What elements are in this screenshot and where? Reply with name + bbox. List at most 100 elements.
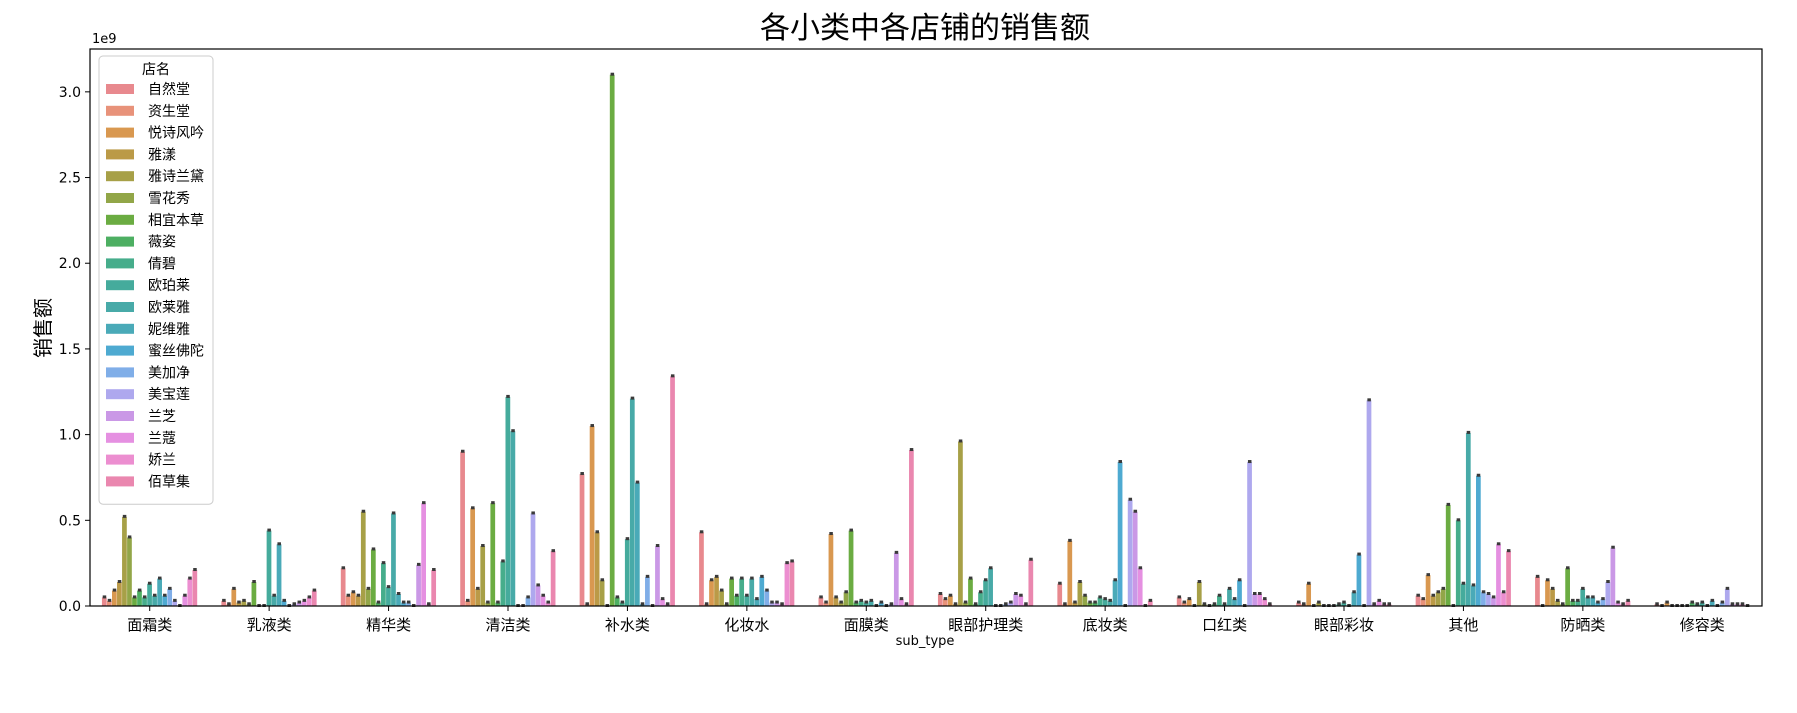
error-bar-cap: [1665, 600, 1669, 604]
error-bar-cap: [948, 593, 953, 597]
error-bar-cap: [312, 588, 317, 592]
error-bar-cap: [546, 600, 550, 604]
bar: [734, 595, 740, 606]
bar: [609, 74, 615, 606]
error-bar-cap: [620, 600, 625, 604]
legend-swatch: [106, 302, 134, 312]
error-bar-cap: [1133, 509, 1138, 513]
error-bar-cap: [595, 530, 600, 534]
error-bar-cap: [471, 506, 475, 510]
error-bar-cap: [655, 544, 660, 548]
legend-entry: 雪花秀: [148, 191, 190, 207]
error-bar-cap: [1655, 602, 1659, 606]
legend-swatch: [106, 367, 134, 378]
error-bar-cap: [640, 602, 645, 606]
error-bar-cap: [894, 550, 899, 554]
bar: [365, 588, 371, 606]
error-bar-cap: [1461, 581, 1466, 585]
legend-entry: 兰蔻: [148, 431, 176, 447]
bar: [490, 503, 496, 606]
bar: [1625, 600, 1631, 606]
bar: [1590, 597, 1596, 606]
bar: [843, 592, 849, 606]
error-bar-cap: [1187, 597, 1192, 601]
legend-swatch: [106, 214, 134, 225]
bar: [137, 590, 142, 606]
error-bar-cap: [396, 592, 401, 595]
error-bar-cap: [615, 595, 620, 599]
bar: [1535, 576, 1540, 606]
error-bar-cap: [660, 597, 665, 601]
error-bar-cap: [585, 602, 589, 606]
bar: [1366, 400, 1372, 606]
bar: [122, 516, 127, 606]
error-bar-cap: [366, 586, 371, 590]
bar: [1491, 597, 1496, 606]
error-bar-cap: [486, 600, 490, 604]
error-bar-cap: [501, 559, 505, 563]
bar: [525, 597, 531, 606]
legend-swatch: [106, 84, 134, 94]
error-bar-cap: [252, 580, 256, 584]
legend-entry: 娇兰: [148, 453, 176, 469]
error-bar-cap: [1247, 460, 1252, 464]
bar: [978, 592, 983, 606]
error-bar-cap: [1596, 600, 1600, 604]
legend-swatch: [106, 236, 134, 247]
x-tick-label: 乳液类: [247, 616, 292, 634]
legend-swatch: [106, 105, 134, 116]
error-bar-cap: [580, 472, 584, 476]
bar: [1181, 602, 1187, 606]
error-bar-cap: [943, 597, 948, 601]
error-bar-cap: [122, 514, 127, 518]
legend: 店名自然堂资生堂悦诗风吟雅漾雅诗兰黛雪花秀相宜本草薇姿倩碧欧珀莱欧莱雅妮维雅蜜丝…: [98, 55, 214, 505]
error-bar-cap: [1377, 598, 1381, 602]
bar: [1351, 592, 1357, 606]
bar: [942, 599, 948, 606]
bar: [838, 602, 844, 606]
bar: [221, 600, 227, 606]
bar: [535, 585, 541, 606]
bar: [1555, 600, 1560, 606]
bar: [152, 595, 157, 606]
bar: [1506, 551, 1511, 606]
bar: [340, 568, 346, 606]
error-bar-cap: [765, 588, 769, 592]
legend-entry: 倩碧: [148, 256, 176, 272]
chart-title: 各小类中各店铺的销售额: [760, 11, 1090, 46]
bar: [192, 570, 198, 606]
plot-frame: [89, 48, 1763, 607]
error-bar-cap: [1576, 598, 1580, 602]
bar: [1605, 582, 1611, 606]
bar: [1018, 595, 1024, 606]
error-bar-cap: [760, 574, 764, 578]
error-bar-cap: [1217, 593, 1222, 597]
bar: [112, 590, 117, 606]
bar: [858, 600, 864, 606]
error-bar-cap: [1725, 586, 1730, 590]
legend-entry: 佰草集: [148, 473, 190, 490]
bar: [1316, 602, 1322, 606]
error-bar-cap: [1476, 473, 1481, 477]
error-bar-cap: [1545, 578, 1550, 582]
legend-swatch: [106, 258, 134, 269]
bar: [614, 597, 620, 606]
error-bar-cap: [267, 528, 271, 532]
error-bar-cap: [645, 574, 650, 578]
error-bar-cap: [341, 566, 346, 570]
error-bar-cap: [953, 602, 958, 606]
bar: [714, 576, 719, 606]
error-bar-cap: [849, 528, 853, 532]
error-bar-cap: [819, 595, 823, 599]
bar: [848, 530, 854, 606]
error-bar-cap: [292, 602, 297, 606]
bar: [1147, 600, 1153, 606]
error-bar-cap: [1441, 586, 1446, 590]
error-bar-cap: [188, 576, 192, 580]
error-bar-cap: [780, 602, 784, 606]
bar: [241, 600, 247, 606]
error-bar-cap: [1720, 600, 1725, 604]
bar: [470, 508, 476, 606]
bar: [1610, 547, 1616, 606]
